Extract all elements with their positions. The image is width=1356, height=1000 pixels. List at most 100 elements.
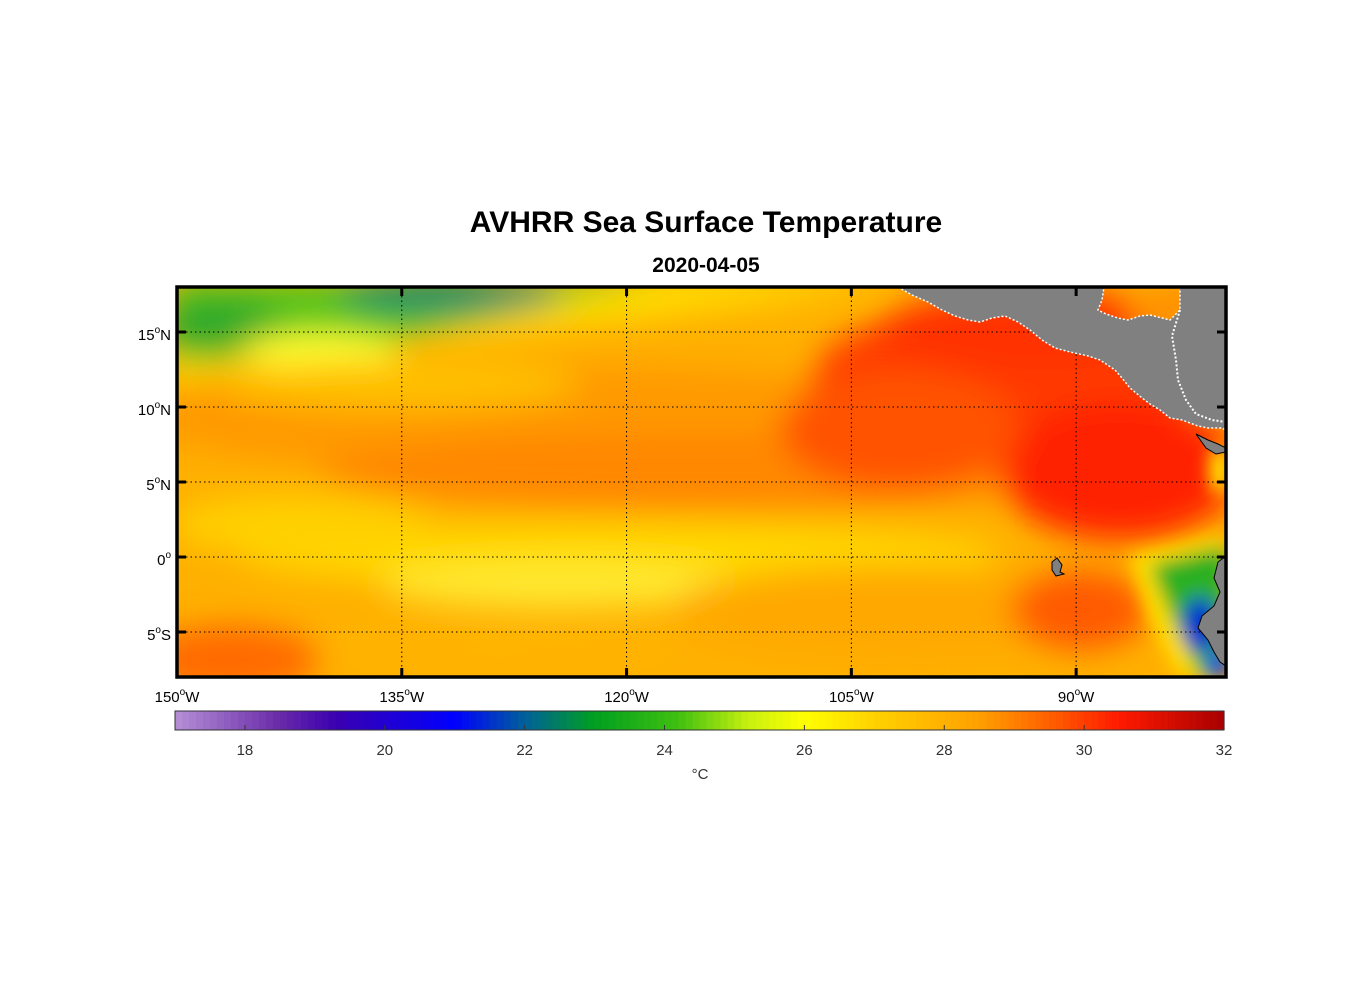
colorbar-cell	[664, 711, 673, 730]
colorbar-cell	[608, 711, 617, 730]
colorbar-cell	[573, 711, 582, 730]
colorbar-tick-label: 32	[1216, 742, 1233, 759]
colorbar-cell	[1098, 711, 1106, 730]
map-ticks	[175, 287, 1226, 677]
colorbar-cell	[468, 711, 477, 730]
colorbar-cell	[958, 711, 966, 730]
colorbar-cell	[748, 711, 757, 730]
colorbar-cell	[874, 711, 882, 730]
colorbar-cell	[356, 711, 365, 730]
colorbar-cell	[804, 711, 812, 730]
colorbar-cell	[916, 711, 924, 730]
colorbar-cell	[622, 711, 631, 730]
colorbar-cell	[258, 711, 267, 730]
colorbar-cell	[216, 711, 225, 730]
colorbar-cell	[328, 711, 337, 730]
colorbar-cell	[552, 711, 561, 730]
colorbar-cell	[412, 711, 421, 730]
colorbar-cell	[650, 711, 659, 730]
colorbar-cell	[489, 711, 498, 730]
latitude-labels: 15oN 10oN 5oN 0o 5oS	[138, 325, 172, 644]
colorbar-cell	[867, 711, 875, 730]
lon-tick-label: 90oW	[1058, 687, 1095, 706]
colorbar-cell	[496, 711, 505, 730]
colorbar-cell	[440, 711, 449, 730]
longitude-labels: 150oW 135oW 120oW 105oW 90oW	[155, 687, 1096, 706]
colorbar-cell	[1077, 711, 1085, 730]
colorbar-cell	[181, 711, 190, 730]
colorbar-cell	[1000, 711, 1008, 730]
colorbar-cell	[272, 711, 281, 730]
colorbar-cell	[1028, 711, 1036, 730]
colorbar-cell	[1189, 711, 1197, 730]
colorbar-cell	[566, 711, 575, 730]
colorbar-cell	[972, 711, 980, 730]
colorbar-cell	[1133, 711, 1141, 730]
colorbar-cell	[384, 711, 393, 730]
colorbar-cell	[517, 711, 526, 730]
colorbar-cell	[419, 711, 428, 730]
colorbar-cell	[986, 711, 994, 730]
colorbar-cell	[433, 711, 442, 730]
panama-colombia-landmass	[1195, 433, 1226, 455]
colorbar-cell	[979, 711, 987, 730]
galapagos-islands	[1051, 557, 1066, 577]
colorbar-cell	[538, 711, 547, 730]
colorbar-cell	[1084, 711, 1092, 730]
colorbar-cell	[706, 711, 715, 730]
colorbar-cell	[643, 711, 652, 730]
lat-tick-label: 0o	[157, 550, 171, 569]
colorbar-cell	[342, 711, 351, 730]
colorbar-unit-label: °C	[692, 766, 709, 783]
colorbar-tick-label: 28	[936, 742, 953, 759]
colorbar-cell	[223, 711, 232, 730]
colorbar-cell	[1161, 711, 1169, 730]
colorbar-cell	[1021, 711, 1029, 730]
colorbar-cell	[832, 711, 840, 730]
central-america-landmass	[896, 287, 1226, 431]
colorbar-cell	[839, 711, 847, 730]
colorbar-cell	[1091, 711, 1099, 730]
colorbar-cell	[783, 711, 792, 730]
colorbar-cell	[335, 711, 344, 730]
colorbar-cell	[503, 711, 512, 730]
colorbar-cell	[692, 711, 701, 730]
colorbar-cell	[510, 711, 519, 730]
colorbar-cell	[1042, 711, 1050, 730]
colorbar-cell	[776, 711, 785, 730]
colorbar-cell	[720, 711, 729, 730]
colorbar-cell	[993, 711, 1001, 730]
lat-tick-label: 10oN	[138, 400, 171, 419]
colorbar-cell	[188, 711, 197, 730]
colorbar-cell	[594, 711, 603, 730]
lon-tick-label: 120oW	[604, 687, 650, 706]
lon-tick-label: 135oW	[379, 687, 425, 706]
colorbar-cell	[671, 711, 680, 730]
colorbar-cell	[1119, 711, 1127, 730]
colorbar-cell	[1140, 711, 1148, 730]
lat-tick-label: 5oS	[147, 625, 171, 644]
colorbar: 18 20 22 24 26 28 30 32 °C	[174, 710, 1233, 783]
colorbar-cell	[1196, 711, 1204, 730]
colorbar-cell	[559, 711, 568, 730]
colorbar-cell	[846, 711, 854, 730]
colorbar-cell	[1105, 711, 1113, 730]
colorbar-cell	[657, 711, 666, 730]
colorbar-cell	[580, 711, 589, 730]
colorbar-cell	[1007, 711, 1015, 730]
lat-tick-label: 15oN	[138, 325, 171, 344]
colorbar-cell	[755, 711, 764, 730]
colorbar-cell	[713, 711, 722, 730]
colorbar-tick-label: 22	[516, 742, 533, 759]
colorbar-cell	[818, 711, 826, 730]
colorbar-cell	[951, 711, 959, 730]
colorbar-cell	[293, 711, 302, 730]
colorbar-cell	[860, 711, 868, 730]
colorbar-cell	[230, 711, 239, 730]
chart-subtitle: 2020-04-05	[652, 254, 760, 277]
colorbar-tick-label: 26	[796, 742, 813, 759]
colorbar-cell	[629, 711, 638, 730]
colorbar-cell	[699, 711, 708, 730]
colorbar-cell	[1147, 711, 1155, 730]
colorbar-cell	[1175, 711, 1183, 730]
